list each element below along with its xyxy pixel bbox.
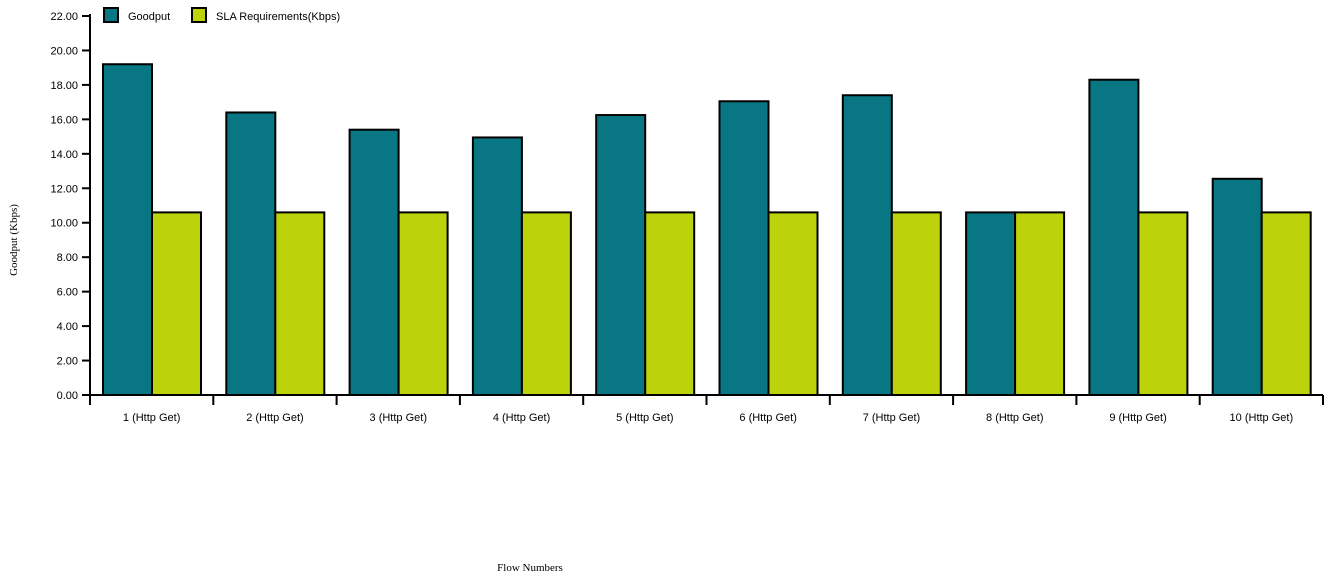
legend-label-goodput: Goodput bbox=[128, 11, 170, 23]
axes-layer: 0.00 2.00 4.00 6.00 8.00 10.00 12.00 14.00 16.00… bbox=[50, 11, 1324, 424]
y-tick-label: 20.00 bbox=[50, 45, 78, 57]
x-tick-label: 5 (Http Get) bbox=[616, 412, 673, 424]
bar-goodput-9 bbox=[1088, 78, 1140, 396]
bar-goodput-5 bbox=[595, 114, 647, 396]
bar-sla-10 bbox=[1260, 211, 1312, 396]
legend-swatch-sla bbox=[191, 7, 207, 23]
bar-sla-8 bbox=[1014, 211, 1066, 396]
x-axis-label: Flow Numbers bbox=[497, 562, 563, 574]
legend-swatch-goodput bbox=[103, 7, 119, 23]
legend-label-sla: SLA Requirements(Kbps) bbox=[216, 11, 340, 23]
y-tick-label: 22.00 bbox=[50, 11, 78, 23]
bar-goodput-4 bbox=[471, 136, 523, 396]
y-tick-label: 0.00 bbox=[57, 390, 78, 402]
legend: Goodput SLA Requirements(Kbps) bbox=[103, 7, 340, 23]
bar-sla-1 bbox=[151, 211, 202, 396]
x-tick-label: 4 (Http Get) bbox=[493, 412, 550, 424]
bar-goodput-8 bbox=[965, 211, 1017, 396]
bar-sla-5 bbox=[644, 211, 696, 396]
x-tick-label: 2 (Http Get) bbox=[246, 412, 303, 424]
x-tick-label: 3 (Http Get) bbox=[370, 412, 427, 424]
bar-sla-2 bbox=[274, 211, 326, 396]
y-tick-label: 16.00 bbox=[50, 114, 78, 126]
bar-goodput-1 bbox=[102, 63, 153, 397]
y-tick-label: 2.00 bbox=[57, 356, 78, 368]
bar-sla-4 bbox=[520, 211, 572, 396]
bar-sla-9 bbox=[1137, 211, 1189, 396]
bar-sla-7 bbox=[890, 211, 942, 396]
bars-layer bbox=[102, 63, 1312, 397]
x-tick-label: 1 (Http Get) bbox=[123, 412, 180, 424]
y-tick-label: 12.00 bbox=[50, 183, 78, 195]
bar-sla-6 bbox=[767, 211, 819, 396]
y-tick-label: 4.00 bbox=[57, 321, 78, 333]
bar-goodput-6 bbox=[718, 100, 770, 397]
y-tick-label: 18.00 bbox=[50, 80, 78, 92]
bar-sla-3 bbox=[397, 211, 449, 396]
x-tick-label: 7 (Http Get) bbox=[863, 412, 920, 424]
bar-goodput-2 bbox=[225, 111, 277, 397]
x-tick-label: 10 (Http Get) bbox=[1230, 412, 1294, 424]
bar-goodput-7 bbox=[841, 94, 893, 396]
y-axis-label: Goodput (Kbps) bbox=[8, 204, 20, 276]
y-tick-label: 10.00 bbox=[50, 218, 78, 230]
x-tick-label: 9 (Http Get) bbox=[1109, 412, 1166, 424]
bar-goodput-3 bbox=[348, 128, 400, 396]
x-tick-label: 8 (Http Get) bbox=[986, 412, 1043, 424]
y-tick-label: 14.00 bbox=[50, 149, 78, 161]
y-tick-label: 8.00 bbox=[57, 252, 78, 264]
y-tick-label: 6.00 bbox=[57, 287, 78, 299]
x-tick-label: 6 (Http Get) bbox=[739, 412, 796, 424]
bar-goodput-10 bbox=[1211, 177, 1263, 396]
